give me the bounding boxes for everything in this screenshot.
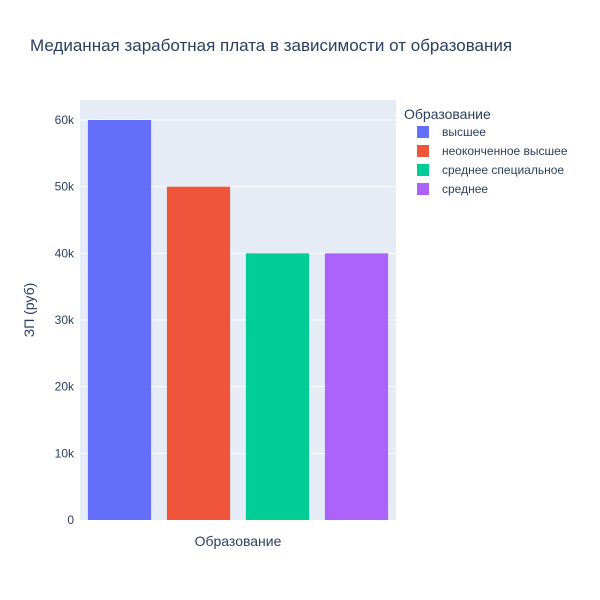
bar-1[interactable] <box>87 120 152 520</box>
y-tick-label: 0 <box>67 513 74 527</box>
bar-3[interactable] <box>245 253 310 521</box>
y-axis-ticks: 0 10k 20k 30k 40k 50k 60k <box>55 113 75 527</box>
y-tick-label: 30k <box>55 313 75 327</box>
legend-items: высшее неоконченное высшее среднее специал… <box>417 125 568 196</box>
legend-swatch[interactable] <box>417 183 429 195</box>
legend-swatch[interactable] <box>417 126 429 138</box>
legend-label[interactable]: неоконченное высшее <box>442 144 568 158</box>
legend-swatch[interactable] <box>417 145 429 157</box>
bar-4[interactable] <box>324 253 389 521</box>
bars <box>87 120 389 521</box>
legend-label[interactable]: среднее специальное <box>442 163 564 177</box>
y-tick-label: 50k <box>55 180 75 194</box>
legend-label[interactable]: среднее <box>442 182 488 196</box>
x-axis-title: Образование <box>195 533 282 549</box>
y-tick-label: 20k <box>55 380 75 394</box>
y-tick-label: 10k <box>55 446 75 460</box>
y-tick-label: 60k <box>55 113 75 127</box>
bar-2[interactable] <box>166 186 231 520</box>
legend-title: Образование <box>404 106 491 122</box>
legend-label[interactable]: высшее <box>442 125 486 139</box>
y-axis-title: ЗП (руб) <box>21 283 37 338</box>
chart-title: Медианная заработная плата в зависимости… <box>30 36 512 55</box>
y-tick-label: 40k <box>55 246 75 260</box>
legend-swatch[interactable] <box>417 164 429 176</box>
legend: Образование высшее неоконченное высшее сре… <box>404 106 568 196</box>
